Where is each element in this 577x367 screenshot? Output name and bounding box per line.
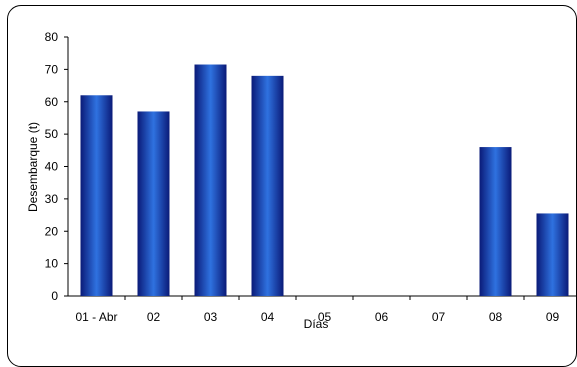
bars	[80, 64, 569, 297]
y-tick-label: 40	[45, 160, 59, 174]
x-tick-label: 07	[432, 310, 446, 324]
bar-1	[80, 95, 113, 297]
y-tick-label: 20	[45, 224, 59, 238]
y-tick-label: 70	[45, 62, 59, 76]
x-tick-label: 01 - Abr	[75, 310, 117, 324]
y-tick-label: 10	[45, 257, 59, 271]
x-tick-label: 05	[318, 310, 332, 324]
bar-3	[194, 64, 227, 296]
x-tick-label: 03	[204, 310, 218, 324]
x-tick-label: 09	[546, 310, 560, 324]
y-tick-label: 50	[45, 127, 59, 141]
x-axis: 01 - Abr 02 03 04 05 06 07 08 09	[68, 295, 577, 324]
y-tick-label: 30	[45, 192, 59, 206]
bar-8	[479, 147, 512, 296]
x-tick-label: 02	[147, 310, 161, 324]
y-tick-label: 0	[51, 289, 58, 303]
bar-4	[251, 75, 284, 296]
x-tick-label: 04	[261, 310, 275, 324]
bar-9	[536, 213, 569, 296]
y-tick-label: 60	[45, 95, 59, 109]
x-tick-label: 06	[375, 310, 389, 324]
y-tick-label: 80	[45, 30, 59, 44]
x-axis-title: Días	[304, 317, 329, 331]
bar-chart: 0 10 20 30 40 50 60 70 80 01 - Abr 02 03 04 05 06 07 08…	[26, 30, 577, 331]
bar-2	[137, 111, 170, 297]
y-axis: 0 10 20 30 40 50 60 70 80	[45, 30, 69, 303]
x-tick-label: 08	[489, 310, 503, 324]
y-axis-title: Desembarque (t)	[26, 122, 40, 212]
